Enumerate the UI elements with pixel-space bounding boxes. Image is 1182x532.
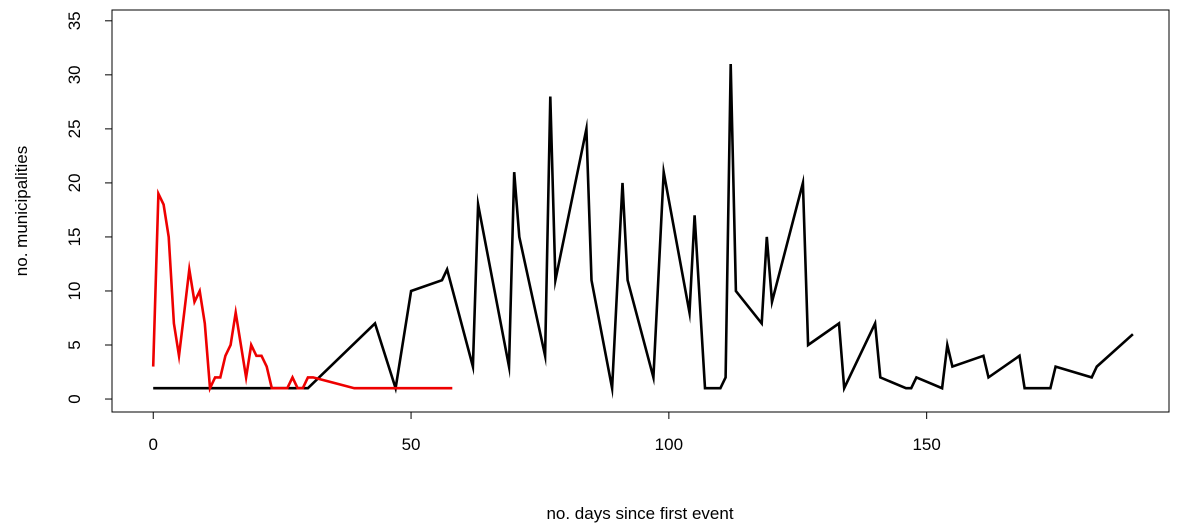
y-axis-title: no. municipalities: [12, 146, 31, 276]
series-line-1: [153, 63, 1134, 400]
y-tick-label: 20: [65, 173, 84, 192]
y-tick-label: 15: [65, 227, 84, 246]
y-tick-label: 30: [65, 65, 84, 84]
y-tick-label: 10: [65, 282, 84, 301]
x-axis-title: no. days since first event: [546, 504, 733, 523]
y-tick-label: 25: [65, 119, 84, 138]
x-tick-label: 50: [402, 435, 421, 454]
plot-frame: [111, 9, 1170, 413]
series-layer: [151, 63, 1134, 400]
y-tick-label: 35: [65, 11, 84, 30]
x-axis: 0 50 100 150: [149, 411, 941, 454]
y-tick-label: 0: [65, 394, 84, 403]
x-tick-label: 0: [149, 435, 158, 454]
y-axis: 0 5 10 15 20 25 30 35: [65, 11, 113, 404]
series-line-2: [151, 188, 453, 394]
x-tick-label: 150: [912, 435, 940, 454]
y-tick-label: 5: [65, 340, 84, 349]
x-tick-label: 100: [655, 435, 683, 454]
